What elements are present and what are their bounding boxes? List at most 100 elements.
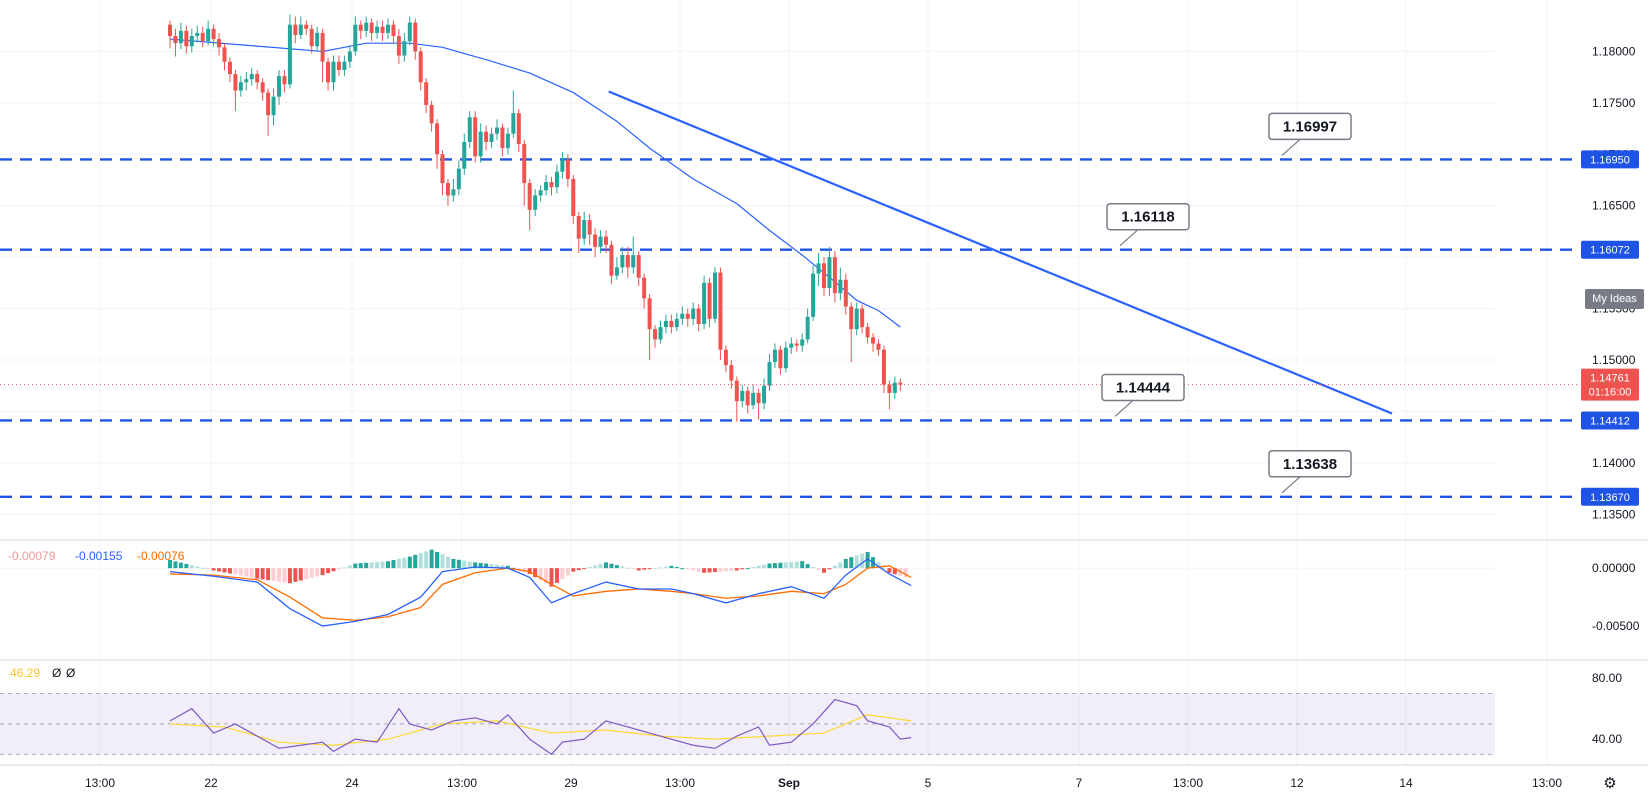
macd-histogram-bar [549, 568, 554, 587]
price-callout-box [1101, 373, 1185, 402]
macd-histogram-bar [680, 568, 685, 570]
candle-body [249, 74, 254, 80]
candle-body [713, 272, 717, 319]
macd-histogram-bar [407, 556, 412, 569]
horizontal-levels[interactable] [0, 158, 1580, 498]
macd-histogram-bar [484, 563, 489, 569]
macd-histogram-bar [892, 568, 897, 575]
macd-pane: 0.00000 -0.00500 -0.00079 -0.00155 -0.00076 [0, 549, 1640, 633]
macd-histogram-bar [636, 568, 641, 571]
macd-histogram-bar [685, 568, 690, 570]
macd-histogram-bar [696, 568, 701, 572]
macd-histogram-bar [522, 568, 527, 572]
macd-histogram-bar [298, 568, 303, 581]
price-callout-label: 1.14444 [1116, 379, 1171, 396]
macd-histogram-bar [418, 553, 423, 569]
price-callout-box [1268, 112, 1352, 141]
macd-histogram-bar [707, 568, 712, 573]
macd-histogram-bar [184, 563, 189, 569]
macd-histogram-bar [211, 568, 216, 571]
macd-histogram-bar [669, 565, 674, 569]
macd-legend-value: -0.00155 [75, 549, 123, 563]
macd-histogram-bar [729, 568, 734, 571]
macd-histogram-bar [233, 568, 238, 575]
macd-histogram-bar [271, 568, 276, 581]
candle-body [674, 318, 679, 328]
trendline-layer[interactable] [0, 90, 1580, 415]
macd-histogram-bar [713, 568, 717, 573]
callout-pointer [1114, 400, 1134, 417]
macd-histogram-bar [565, 568, 570, 576]
candle-body [407, 22, 412, 42]
candle-body [293, 24, 298, 35]
candle-body [478, 131, 483, 157]
candle-body [800, 339, 805, 346]
price-axis[interactable]: 1.180001.175001.170001.165001.155001.150… [1581, 44, 1639, 521]
macd-histogram-bar [380, 561, 385, 569]
macd-histogram-bar [200, 567, 205, 569]
my-ideas-button[interactable]: My Ideas [1585, 289, 1644, 309]
macd-histogram-bar [315, 568, 320, 577]
candle-body [740, 390, 745, 402]
macd-histogram-bar [206, 568, 211, 570]
time-axis[interactable]: 13:00 22 24 13:00 29 13:00 Sep 5 7 13:00 12 14 13:00 [85, 776, 1562, 790]
macd-histogram-bar [336, 568, 341, 570]
price-tick-label: 1.17500 [1592, 96, 1636, 110]
macd-histogram-bar [402, 557, 407, 569]
candle-body [892, 382, 897, 393]
macd-histogram-bar [838, 562, 843, 569]
time-tick-label: 5 [925, 776, 932, 790]
candle-body [189, 36, 194, 47]
candle-body [435, 123, 440, 155]
candle-body [375, 26, 380, 33]
level-price-tag-label: 1.16072 [1590, 245, 1630, 257]
candle-body [396, 36, 401, 56]
macd-histogram-bar [173, 561, 178, 569]
candle-body [358, 24, 363, 31]
candle-body [767, 362, 772, 386]
macd-histogram-bar [881, 567, 886, 569]
candle-body [587, 220, 592, 235]
candle-body [745, 390, 750, 406]
candle-body [451, 189, 456, 196]
macd-histogram-bar [620, 566, 625, 569]
candle-body [860, 308, 865, 328]
macd-histogram-bar [876, 562, 881, 569]
candle-body [729, 365, 734, 381]
macd-histogram-bar [249, 568, 254, 578]
candle-body [685, 313, 690, 319]
candle-body [772, 349, 777, 363]
macd-histogram-bar [331, 568, 336, 572]
candle-body [669, 320, 674, 328]
candle-body [554, 171, 559, 188]
price-tick-label: 1.13500 [1592, 507, 1636, 521]
macd-histogram-bar [260, 568, 265, 580]
time-tick-label: Sep [778, 776, 800, 790]
candle-body [500, 127, 505, 149]
last-price-tag [1581, 368, 1639, 401]
candle-body [533, 195, 538, 210]
gear-icon[interactable]: ⚙ [1603, 775, 1617, 792]
macd-histogram-bar [287, 568, 292, 584]
rsi-ma-line [169, 714, 912, 746]
candle-body [445, 183, 450, 196]
candle-body [876, 343, 881, 350]
annotations-layer[interactable]: 1.16997 1.16118 1.14444 1.13638 [1101, 112, 1352, 494]
macd-histogram-bar [598, 563, 603, 569]
macd-histogram-bar [282, 568, 287, 583]
candle-body [549, 182, 554, 188]
macd-histogram-bar [495, 564, 499, 569]
candle-body [326, 61, 331, 83]
level-price-tag-label: 1.13670 [1590, 492, 1630, 504]
macd-histogram-bar [642, 568, 647, 570]
macd-histogram-bar [827, 568, 832, 570]
candle-body [320, 32, 325, 62]
candle-body [783, 347, 788, 369]
candle-body [424, 82, 429, 105]
candle-body [756, 392, 761, 404]
rsi-tick-label: 80.00 [1592, 671, 1622, 685]
macd-histogram-bar [887, 568, 892, 573]
candle-body [282, 76, 287, 85]
